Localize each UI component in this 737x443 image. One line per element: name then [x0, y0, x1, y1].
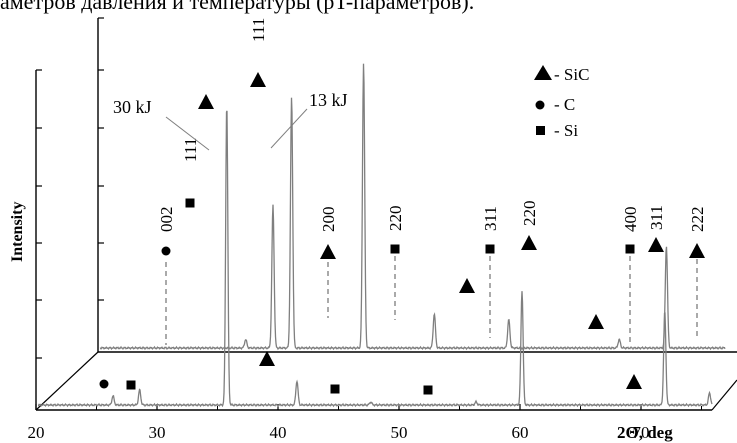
series-30kJ-line: [99, 63, 726, 351]
annotation-13kJ-leader: [270, 108, 308, 149]
annotation-13kJ: 13 kJ: [309, 90, 348, 110]
x-tick-labels: 20 30 40 50 60 70: [28, 423, 650, 442]
legend-square-icon: [536, 126, 545, 135]
legend: - SiC - C - Si: [534, 65, 589, 140]
x-tick-label: 70: [633, 423, 650, 442]
c-circle-icon: [99, 379, 109, 389]
hkl-label: 400: [621, 207, 640, 233]
x-tick-label: 40: [270, 423, 287, 442]
y-tick-marks: [36, 17, 104, 359]
hkl-label: 200: [319, 207, 338, 233]
si-square-icon: [126, 380, 136, 390]
y-axis-label: Intensity: [9, 202, 26, 262]
x-tick-label: 30: [149, 423, 166, 442]
si-square-icon: [330, 384, 340, 394]
legend-label-sic: - SiC: [554, 65, 589, 84]
sic-triangle-icon: [588, 314, 604, 329]
series-13kJ-line: [37, 110, 713, 408]
x-tick-label: 60: [512, 423, 529, 442]
sic-triangle-icon: [320, 244, 336, 259]
x-tick-label: 20: [28, 423, 45, 442]
hkl-label: 311: [481, 206, 500, 231]
peak-guides: [165, 256, 698, 345]
depth-edge-right: [711, 379, 737, 411]
annotation-30kJ-leader: [165, 116, 210, 151]
hkl-label: 311: [647, 205, 666, 230]
hkl-label: 111: [181, 138, 200, 162]
sic-triangle-icon: [689, 243, 705, 258]
sic-triangle-icon: [198, 94, 214, 109]
hkl-label: 220: [386, 206, 405, 232]
sic-triangle-icon: [459, 278, 475, 293]
annotation-30kJ: 30 kJ: [113, 97, 152, 117]
si-square-icon: [185, 198, 195, 208]
hkl-label: 002: [157, 207, 176, 233]
legend-label-c: - C: [554, 95, 575, 114]
legend-label-si: - Si: [554, 121, 578, 140]
page-text-fragment: аметров давления и температуры (pT-парам…: [0, 0, 475, 14]
sic-triangle-icon: [648, 237, 664, 252]
si-square-icon: [485, 244, 495, 254]
sic-triangle-icon: [250, 72, 266, 87]
sic-triangle-icon: [626, 374, 642, 389]
hkl-label: 111: [249, 18, 268, 42]
hkl-labels: 002 111 111 200 220 311 220 400 311 222: [157, 18, 707, 232]
si-square-icon: [423, 385, 433, 395]
legend-triangle-icon: [534, 65, 552, 80]
x-tick-label: 50: [391, 423, 408, 442]
hkl-label: 220: [520, 201, 539, 227]
x-axis-label: 2Θ, deg: [617, 423, 673, 442]
phase-markers: [99, 72, 705, 395]
si-square-icon: [625, 244, 635, 254]
sic-triangle-icon: [521, 235, 537, 250]
sic-triangle-icon: [259, 351, 275, 366]
hkl-label: 222: [688, 207, 707, 233]
depth-edge-left: [35, 351, 99, 411]
c-circle-icon: [161, 246, 171, 256]
legend-circle-icon: [535, 100, 545, 110]
si-square-icon: [390, 244, 400, 254]
